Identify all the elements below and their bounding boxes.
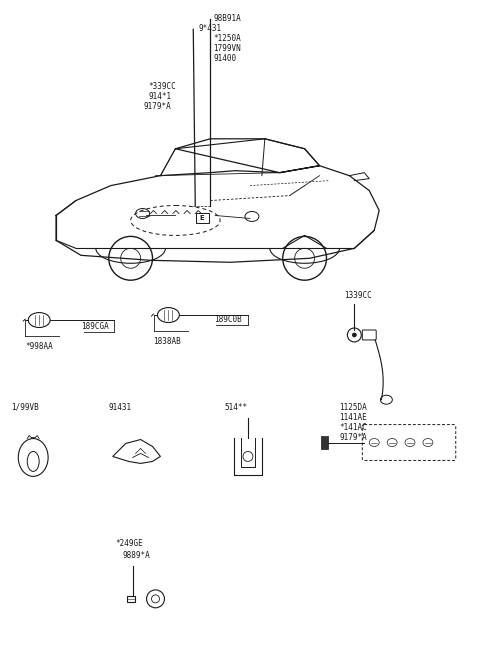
Text: E: E <box>200 215 204 221</box>
Circle shape <box>352 333 356 337</box>
FancyBboxPatch shape <box>321 436 328 449</box>
Text: 1125DA: 1125DA <box>339 403 367 412</box>
Text: 91431: 91431 <box>109 403 132 412</box>
Text: 1/99VB: 1/99VB <box>12 403 39 412</box>
Text: 9179*A: 9179*A <box>144 102 171 111</box>
Text: 9179*A: 9179*A <box>339 432 367 442</box>
Text: 1838AB: 1838AB <box>154 337 181 346</box>
Text: 98B91A: 98B91A <box>213 14 241 23</box>
Text: 9889*A: 9889*A <box>123 551 150 560</box>
Text: 9*431: 9*431 <box>198 24 221 34</box>
Text: 914*1: 914*1 <box>148 92 172 101</box>
Text: *141AC: *141AC <box>339 422 367 432</box>
Text: 1799VN: 1799VN <box>213 44 241 53</box>
Text: 1339CC: 1339CC <box>344 291 372 300</box>
Text: 1141AE: 1141AE <box>339 413 367 422</box>
Text: *998AA: *998AA <box>25 342 53 351</box>
Text: 91400: 91400 <box>213 54 236 63</box>
Text: 189CGA: 189CGA <box>81 322 108 331</box>
Text: 189C0B: 189C0B <box>214 315 242 324</box>
Text: *339CC: *339CC <box>148 82 176 91</box>
Text: 514**: 514** <box>224 403 247 412</box>
Text: *1250A: *1250A <box>213 34 241 43</box>
Text: *249GE: *249GE <box>116 539 144 548</box>
